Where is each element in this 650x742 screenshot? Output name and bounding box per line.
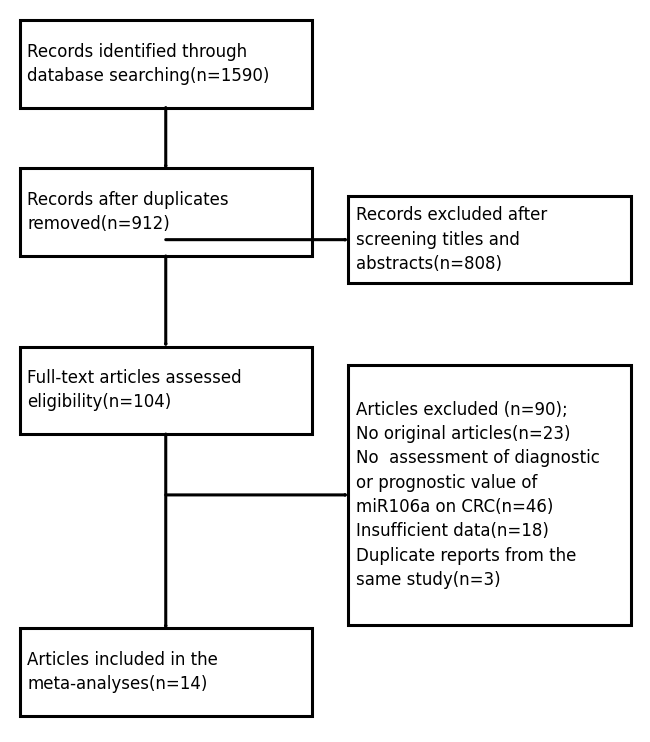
Text: Records excluded after
screening titles and
abstracts(n=808): Records excluded after screening titles … (356, 206, 547, 273)
FancyBboxPatch shape (20, 628, 312, 716)
FancyBboxPatch shape (20, 347, 312, 434)
FancyBboxPatch shape (20, 168, 312, 256)
Text: Articles excluded (n=90);
No original articles(n=23)
No  assessment of diagnosti: Articles excluded (n=90); No original ar… (356, 401, 599, 589)
Text: Articles included in the
meta-analyses(n=14): Articles included in the meta-analyses(n… (27, 651, 218, 694)
FancyBboxPatch shape (348, 365, 630, 625)
FancyBboxPatch shape (20, 20, 312, 108)
FancyBboxPatch shape (348, 196, 630, 283)
Text: Full-text articles assessed
eligibility(n=104): Full-text articles assessed eligibility(… (27, 369, 242, 412)
Text: Records identified through
database searching(n=1590): Records identified through database sear… (27, 42, 270, 85)
Text: Records after duplicates
removed(n=912): Records after duplicates removed(n=912) (27, 191, 229, 234)
